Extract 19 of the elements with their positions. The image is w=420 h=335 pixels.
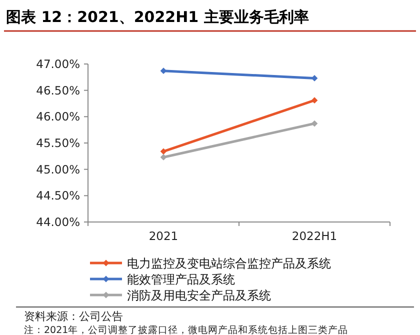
chart-title: 图表 12：2021、2022H1 主要业务毛利率 xyxy=(6,8,309,26)
point xyxy=(160,148,167,155)
point xyxy=(160,68,167,74)
legend-label: 电力监控及变电站综合监控产品及系统 xyxy=(127,256,331,270)
y-tick-label: 45.50% xyxy=(36,136,80,150)
x-tick-label: 2021 xyxy=(148,229,178,243)
y-tick-label: 46.50% xyxy=(36,83,80,98)
legend-label: 消防及用电安全产品及系统 xyxy=(127,288,271,302)
y-tick-label: 44.50% xyxy=(36,188,80,203)
legend-label: 能效管理产品及系统 xyxy=(127,272,235,286)
y-tick-label: 47.00% xyxy=(36,57,80,71)
point xyxy=(311,97,318,104)
y-tick-label: 44.00% xyxy=(36,215,80,229)
point xyxy=(311,120,318,127)
text: 资料来源：公司公告 xyxy=(24,310,123,323)
text: 注：2021年，公司调整了披露口径，微电网产品和系统包括上图三类产品 xyxy=(24,324,348,335)
x-tick-label: 2022H1 xyxy=(292,229,338,243)
y-tick-label: 46.00% xyxy=(36,110,80,124)
y-tick-label: 45.00% xyxy=(36,162,80,176)
